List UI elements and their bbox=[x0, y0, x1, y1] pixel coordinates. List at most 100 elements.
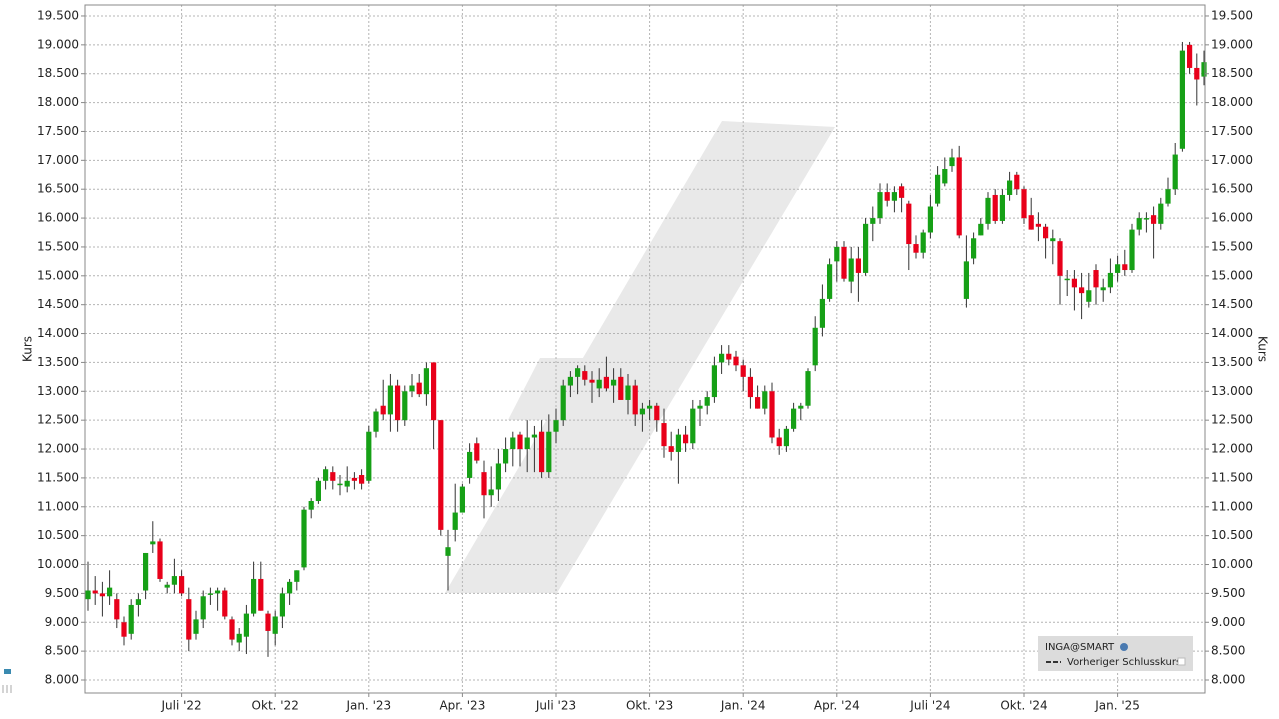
y-tick-label: 18.500 bbox=[37, 66, 79, 80]
candle-body bbox=[618, 376, 624, 400]
x-tick-label: Jan. '25 bbox=[1094, 699, 1140, 713]
candle-body bbox=[1115, 264, 1121, 273]
candle-body bbox=[402, 391, 408, 421]
y2-tick-label: 18.500 bbox=[1211, 66, 1253, 80]
candle-body bbox=[1143, 218, 1149, 220]
candle-body bbox=[438, 420, 444, 530]
candle-body bbox=[222, 590, 228, 617]
candle-body bbox=[942, 168, 948, 184]
y2-tick-label: 11.000 bbox=[1211, 499, 1253, 513]
candle-body bbox=[733, 356, 739, 366]
y-tick-label: 13.000 bbox=[37, 384, 79, 398]
y-tick-label: 10.500 bbox=[37, 528, 79, 542]
candle-body bbox=[553, 420, 559, 432]
candle-body bbox=[467, 451, 473, 478]
candle-body bbox=[747, 376, 753, 398]
candle-body bbox=[1071, 278, 1077, 288]
candle-body bbox=[150, 541, 156, 545]
y2-tick-label: 12.500 bbox=[1211, 413, 1253, 427]
candle-body bbox=[711, 365, 717, 398]
candle-body bbox=[1079, 287, 1085, 294]
y-tick-label: 12.000 bbox=[37, 442, 79, 456]
candle-body bbox=[740, 365, 746, 377]
candle-body bbox=[791, 408, 797, 429]
y2-tick-label: 13.000 bbox=[1211, 384, 1253, 398]
candle-body bbox=[452, 512, 458, 530]
candle-body bbox=[99, 593, 105, 597]
y-tick-label: 19.000 bbox=[37, 37, 79, 51]
candle-body bbox=[330, 472, 336, 481]
x-tick-label: Apr. '23 bbox=[439, 699, 485, 713]
candle-body bbox=[294, 570, 300, 582]
candle-body bbox=[971, 238, 977, 259]
candle-body bbox=[697, 405, 703, 409]
candle-body bbox=[359, 475, 365, 484]
candle-body bbox=[380, 405, 386, 415]
candles bbox=[85, 41, 1207, 657]
candle-body bbox=[207, 593, 213, 595]
y2-tick-label: 9.500 bbox=[1211, 586, 1245, 600]
candle-body bbox=[323, 469, 329, 481]
candle-body bbox=[956, 157, 962, 236]
candle-body bbox=[596, 379, 602, 389]
candle-body bbox=[265, 613, 271, 631]
candle-body bbox=[625, 385, 631, 400]
y-tick-label: 8.000 bbox=[45, 673, 79, 687]
candle-body bbox=[351, 477, 357, 481]
candle-body bbox=[510, 437, 516, 450]
candle-body bbox=[1086, 290, 1092, 302]
y2-tick-label: 16.000 bbox=[1211, 211, 1253, 225]
candle-body bbox=[337, 483, 343, 486]
legend-checkbox[interactable] bbox=[1177, 657, 1186, 666]
candle-body bbox=[891, 192, 897, 201]
candle-body bbox=[171, 576, 177, 585]
y-tick-label: 8.500 bbox=[45, 644, 79, 658]
y-tick-label: 16.000 bbox=[37, 211, 79, 225]
y2-tick-label: 11.500 bbox=[1211, 470, 1253, 484]
candle-body bbox=[1187, 44, 1193, 68]
candle-body bbox=[114, 599, 120, 620]
y2-tick-label: 14.000 bbox=[1211, 326, 1253, 340]
candle-body bbox=[755, 397, 761, 409]
candle-body bbox=[985, 197, 991, 224]
candle-body bbox=[423, 368, 429, 395]
watermark-shape bbox=[445, 121, 835, 593]
legend: INGA@SMART Vorheriger Schlusskurs bbox=[1038, 636, 1193, 671]
candle-body bbox=[164, 584, 170, 588]
candle-body bbox=[848, 258, 854, 282]
y-tick-label: 9.000 bbox=[45, 615, 79, 629]
candle-body bbox=[841, 246, 847, 279]
candle-body bbox=[827, 264, 833, 299]
candle-body bbox=[611, 379, 617, 386]
candle-body bbox=[603, 376, 609, 389]
y-tick-label: 15.000 bbox=[37, 268, 79, 282]
candle-body bbox=[1057, 241, 1063, 276]
candle-body bbox=[575, 368, 581, 377]
candle-body bbox=[884, 192, 890, 201]
y2-axis-label: Kurs bbox=[1256, 336, 1270, 362]
candle-body bbox=[1165, 189, 1171, 204]
candle-body bbox=[855, 258, 861, 273]
candle-body bbox=[539, 431, 545, 473]
candle-body bbox=[85, 590, 91, 600]
candle-body bbox=[819, 298, 825, 328]
candle-body bbox=[135, 599, 141, 605]
x-tick-label: Okt. '24 bbox=[1000, 699, 1047, 713]
y-tick-label: 16.500 bbox=[37, 182, 79, 196]
corner-icon bbox=[2, 669, 12, 693]
y2-tick-label: 9.000 bbox=[1211, 615, 1245, 629]
candle-body bbox=[546, 431, 552, 473]
legend-entry: Vorheriger Schlusskurs bbox=[1067, 657, 1181, 668]
candle-body bbox=[963, 261, 969, 299]
y2-tick-label: 13.500 bbox=[1211, 355, 1253, 369]
candle-body bbox=[949, 157, 955, 167]
y-tick-label: 17.500 bbox=[37, 124, 79, 138]
candle-body bbox=[783, 428, 789, 447]
y2-tick-label: 14.500 bbox=[1211, 297, 1253, 311]
candle-body bbox=[193, 619, 199, 634]
candle-body bbox=[395, 385, 401, 421]
candle-body bbox=[531, 434, 537, 438]
y2-tick-label: 17.500 bbox=[1211, 124, 1253, 138]
y2-tick-label: 19.000 bbox=[1211, 37, 1253, 51]
candle-body bbox=[179, 576, 185, 594]
